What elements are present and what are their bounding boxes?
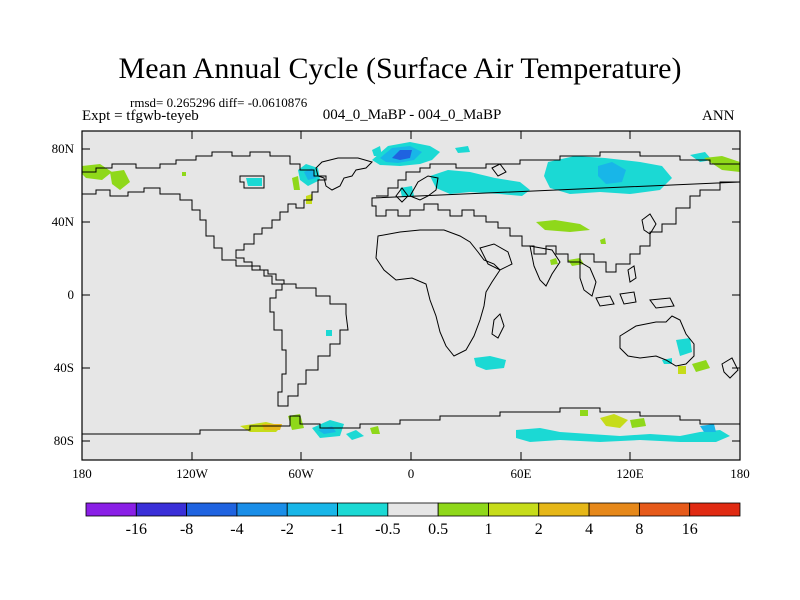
anomaly-region: [678, 366, 686, 374]
coastline-australia: [619, 315, 695, 367]
coastline-north-america: [82, 151, 327, 285]
x-tick-label: 120W: [176, 466, 209, 481]
coastline-antarctica: [82, 407, 740, 435]
y-tick-labels: 80N 40N 0 40S 80S: [52, 141, 75, 448]
colorbar-swatch: [186, 502, 238, 517]
colorbar-label: -1: [331, 521, 344, 538]
coastline-japan: [641, 213, 657, 235]
colorbar-label: -4: [230, 521, 243, 538]
colorbar-label: 2: [535, 521, 543, 538]
anomaly-region: [306, 194, 312, 204]
colorbar-swatch: [387, 502, 439, 517]
coastline-arabia: [479, 243, 513, 271]
anomaly-region: [262, 424, 282, 430]
anomaly-region: [550, 258, 558, 265]
coastline-southeast-asia: [579, 261, 597, 297]
colorbar-swatch: [135, 502, 188, 517]
coastline-india: [529, 245, 561, 287]
y-tick-label: 0: [68, 287, 75, 302]
anomaly-region: [430, 170, 530, 196]
coastline-indonesia-2: [619, 291, 637, 305]
anomaly-region: [246, 178, 262, 186]
colorbar-label: -8: [180, 521, 193, 538]
coastline-eurasia: [371, 151, 741, 273]
coastline-uk: [395, 187, 409, 203]
coastline-madagascar: [491, 313, 505, 339]
colorbar-label: 0.5: [428, 521, 448, 538]
anomaly-region: [516, 428, 730, 442]
colorbar-swatch: [236, 502, 288, 517]
anomaly-region: [474, 356, 506, 370]
colorbar-swatch: [538, 502, 590, 517]
colorbar-swatch: [337, 502, 389, 517]
colorbar-swatch: [286, 502, 338, 517]
coastlines: [82, 151, 741, 435]
x-tick-label: 120E: [616, 466, 644, 481]
coastline-new-guinea: [649, 297, 675, 309]
x-tick-label: 60E: [511, 466, 532, 481]
colorbar-swatch: [85, 502, 137, 517]
y-tick-label: 80S: [54, 433, 74, 448]
y-tick-label: 40N: [52, 214, 75, 229]
anomaly-region: [304, 168, 316, 180]
colorbar-label: 8: [635, 521, 643, 538]
anomaly-region: [372, 146, 382, 156]
anomaly-region: [630, 418, 646, 428]
colorbar-swatch: [638, 502, 691, 517]
coastline-scandinavia: [409, 175, 439, 201]
anomaly-region: [676, 338, 692, 356]
anomaly-region: [455, 146, 470, 153]
anomaly-region: [600, 414, 628, 428]
anomaly-region: [692, 360, 710, 372]
anomaly-region: [392, 150, 412, 160]
colorbar-swatch: [488, 502, 540, 517]
colorbar-label: 1: [484, 521, 492, 538]
experiment-label: Expt = tfgwb-teyeb: [82, 108, 199, 124]
y-tick-label: 80N: [52, 141, 75, 156]
colorbar-label: 16: [682, 521, 698, 538]
colorbar-label: -0.5: [375, 521, 400, 538]
anomaly-region: [700, 424, 716, 432]
anomaly-region: [600, 238, 606, 244]
x-tick-label: 180: [730, 466, 750, 481]
coastline-africa: [375, 229, 501, 357]
anomaly-region: [346, 430, 364, 440]
coastline-philippines: [627, 265, 637, 283]
stats-text: rmsd= 0.265296 diff= -0.0610876: [130, 95, 308, 110]
coastline-greenland: [315, 157, 373, 191]
comparison-label: 004_0_MaBP - 004_0_MaBP: [322, 107, 502, 123]
colorbar-swatch: [588, 502, 640, 517]
colorbar-label: -2: [281, 521, 294, 538]
y-tick-label: 40S: [54, 360, 74, 375]
coastline-south-america: [269, 283, 349, 407]
coastline-novaya-zemlya: [491, 163, 507, 177]
coastline-new-zealand: [721, 357, 739, 379]
coastline-indonesia-1: [595, 295, 615, 307]
colorbar-swatch: [437, 502, 489, 517]
x-tick-labels: 180 120W 60W 0 60E 120E 180: [72, 466, 750, 481]
anomaly-region: [598, 162, 626, 184]
anomaly-region: [536, 220, 590, 232]
anomaly-region: [182, 172, 186, 176]
anomaly-region: [580, 410, 588, 416]
anomaly-region: [292, 176, 300, 190]
colorbar: -16 -8 -4 -2 -1 -0.5 0.5 1 2 4 8 16: [85, 502, 741, 538]
colorbar-label: 4: [585, 521, 593, 538]
anomaly-region: [326, 330, 332, 336]
anomaly-region: [110, 170, 130, 190]
coastline-baffin: [239, 175, 265, 189]
colorbar-swatch: [689, 502, 741, 517]
colorbar-label: -16: [126, 521, 147, 538]
x-tick-label: 180: [72, 466, 92, 481]
anomaly-region: [370, 426, 380, 434]
chart-title: Mean Annual Cycle (Surface Air Temperatu…: [118, 52, 682, 85]
season-label: ANN: [702, 108, 735, 124]
x-tick-label: 60W: [288, 466, 314, 481]
axis-ticks: [81, 131, 741, 460]
x-tick-label: 0: [408, 466, 415, 481]
